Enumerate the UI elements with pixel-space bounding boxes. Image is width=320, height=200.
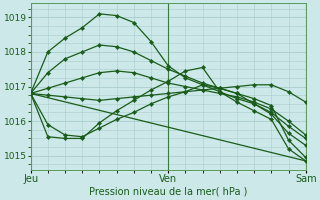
X-axis label: Pression niveau de la mer( hPa ): Pression niveau de la mer( hPa ) — [89, 187, 247, 197]
